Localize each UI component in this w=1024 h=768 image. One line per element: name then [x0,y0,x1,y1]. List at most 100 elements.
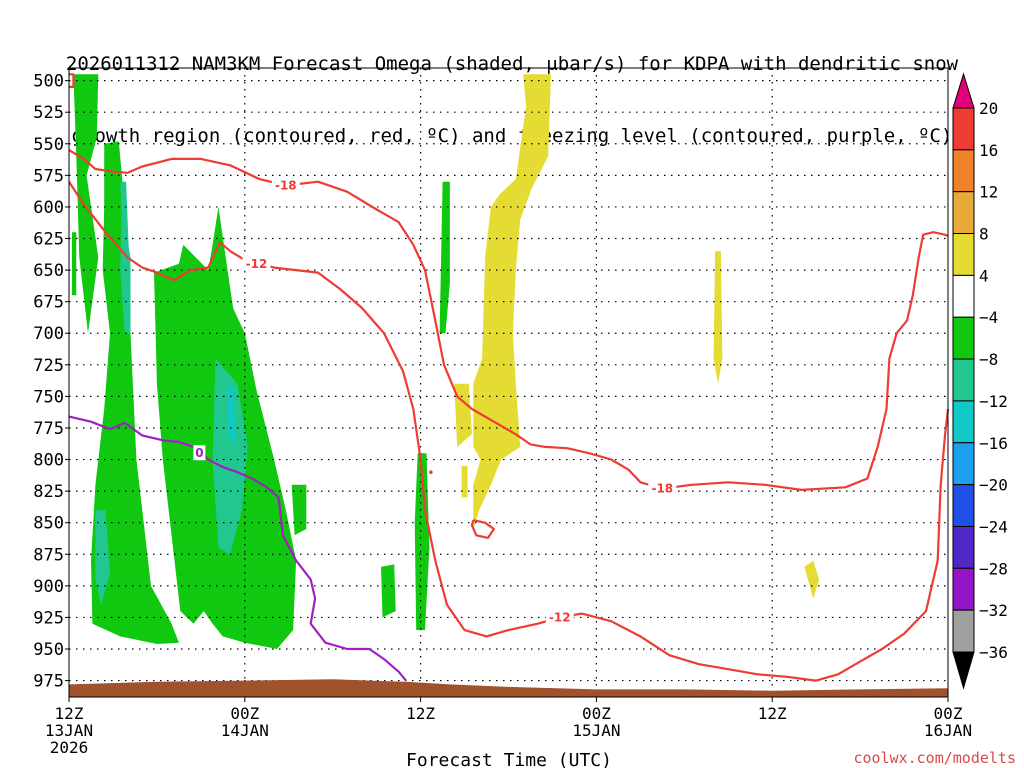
y-tick-label-775: 775 [33,419,64,439]
contour-label-bg-0 [271,177,300,193]
contour-labels: -18 -12 -18 -12 0 [193,177,677,625]
colorbar: 20 16 12 8 4 −4 −8 −12 −16 −20 −24 −28 −32 −36 [952,72,1008,690]
y-axis-ticks: 500 525 550 575 600 625 650 675 700 725 750 775 800 8… [33,72,69,692]
y-tick-label-650: 650 [33,261,64,281]
omega-region-10 [95,510,110,605]
colorbar-swatch-11 [952,567,975,611]
y-tick-label-725: 725 [33,356,64,376]
contour-label-bg-3 [545,609,574,625]
x-tick-label-24-0: 12Z [406,704,435,723]
y-tick-label-875: 875 [33,545,64,565]
omega-region-15 [713,251,723,384]
colorbar-label-1: 16 [979,141,998,160]
colorbar-label-6: −8 [979,350,998,369]
x-tick-label-60-0: 00Z [934,704,963,723]
contour-label-0: -18 [275,178,297,192]
y-tick-label-575: 575 [33,166,64,186]
omega-region-5 [414,453,430,631]
colorbar-swatch-7 [952,400,975,444]
colorbar-swatch-12 [952,609,975,653]
omega-region-17 [454,383,472,447]
contour-line-1 [68,181,950,682]
colorbar-label-2: 12 [979,183,998,202]
colorbar-label-4: 4 [979,266,989,285]
y-tick-label-500: 500 [33,72,64,92]
contour-line-3 [69,73,75,89]
omega-region-9 [212,358,248,555]
colorbar-label-9: −20 [979,476,1008,495]
x-tick-label-0-2: 2026 [50,738,89,757]
colorbar-label-8: −16 [979,434,1008,453]
colorbar-swatch-2 [952,191,975,235]
omega-region-14 [461,465,468,498]
contour-lines [68,73,950,682]
omega-region-7 [71,232,77,296]
colorbar-label-13: −36 [979,643,1008,662]
x-tick-label-48-0: 12Z [758,704,787,723]
credit-text: coolwx.com/modelts [853,749,1016,767]
contour-label-bg-1 [242,255,271,271]
x-tick-label-60-1: 16JAN [924,721,972,740]
contour-dot [429,470,433,474]
omega-region-11 [120,181,130,258]
contour-label-1: -12 [246,257,268,271]
colorbar-swatch-10 [952,525,975,569]
x-tick-label-36-1: 15JAN [572,721,620,740]
omega-region-13 [473,74,551,530]
colorbar-label-3: 8 [979,225,989,244]
omega-region-1 [91,141,179,645]
colorbar-label-11: −28 [979,559,1008,578]
colorbar-swatch-3 [952,233,975,276]
contour-label-2: -18 [651,482,673,496]
y-tick-label-525: 525 [33,103,64,123]
colorbar-swatch-1 [952,149,975,193]
y-tick-label-750: 750 [33,387,64,407]
contour-label-3: -12 [549,610,571,624]
terrain-fill [69,679,948,697]
colorbar-top-arrow [952,72,975,109]
y-tick-label-925: 925 [33,608,64,628]
contour-label-bg-4 [193,445,206,461]
y-tick-label-550: 550 [33,135,64,155]
colorbar-swatch-6 [952,358,975,402]
x-axis-title: Forecast Time (UTC) [406,750,612,768]
y-tick-label-975: 975 [33,672,64,692]
chart-title-line-1: 2026011312 NAM3KM Forecast Omega (shaded… [65,53,959,75]
omega-region-3 [291,484,307,536]
y-tick-label-600: 600 [33,198,64,218]
y-tick-label-800: 800 [33,451,64,471]
colorbar-swatch-5 [952,316,975,360]
colorbar-swatch-0 [952,107,975,151]
colorbar-label-5: −4 [979,308,998,327]
x-tick-label-0-0: 12Z [55,704,84,723]
omega-region-12 [227,383,236,447]
x-tick-label-36-0: 00Z [582,704,611,723]
colorbar-label-10: −24 [979,517,1008,536]
contour-label-4: 0 [195,446,203,460]
contour-label-bg-2 [648,480,677,496]
omega-region-16 [804,560,820,599]
y-tick-label-900: 900 [33,577,64,597]
x-tick-label-12-0: 00Z [230,704,259,723]
omega-region-6 [439,181,450,334]
omega-shading [71,74,820,649]
x-tick-label-12-1: 14JAN [221,721,269,740]
y-tick-label-850: 850 [33,514,64,534]
y-tick-label-950: 950 [33,640,64,660]
colorbar-swatch-4 [952,274,975,318]
contour-line-4 [68,415,407,682]
colorbar-swatch-9 [952,484,975,527]
colorbar-label-0: 20 [979,99,998,118]
colorbar-label-7: −12 [979,392,1008,411]
terrain-polygon [69,679,948,697]
x-tick-label-0-1: 13JAN [45,721,93,740]
colorbar-bottom-arrow [952,651,975,690]
y-tick-label-625: 625 [33,230,64,250]
contour-line-0 [68,149,949,491]
colorbar-swatch-8 [952,442,975,486]
y-tick-label-825: 825 [33,482,64,502]
contour-line-2 [470,519,495,540]
y-tick-label-675: 675 [33,293,64,313]
